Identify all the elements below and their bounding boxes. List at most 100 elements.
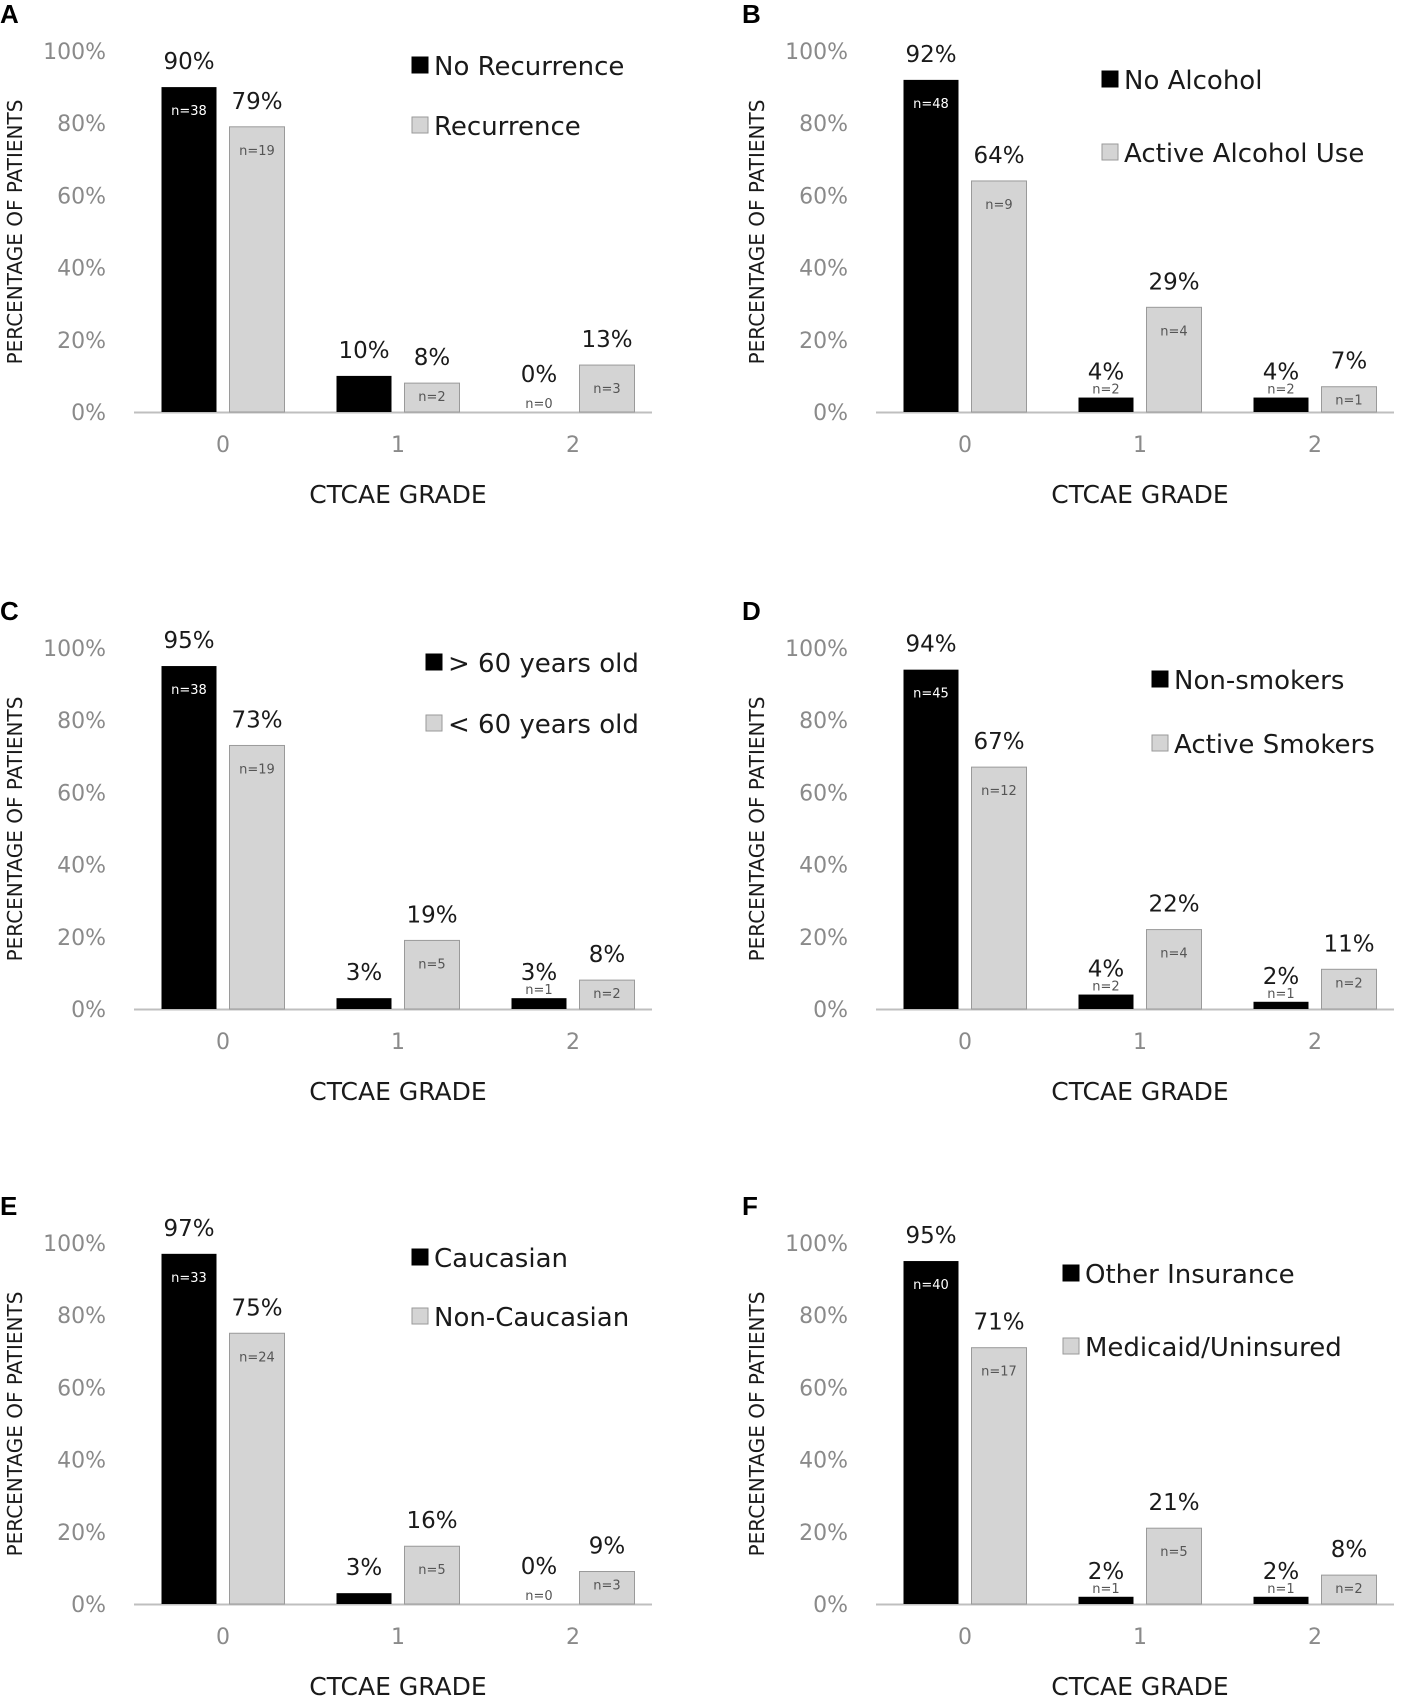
legend-label-series-0: Other Insurance bbox=[1085, 1260, 1295, 1290]
y-tick-label: 60% bbox=[799, 184, 848, 209]
legend-swatch-series-0 bbox=[1062, 1264, 1080, 1282]
data-label-series-0: 2% bbox=[1088, 1559, 1125, 1585]
y-tick-label: 60% bbox=[57, 1376, 106, 1401]
x-tick-label: 0 bbox=[958, 433, 972, 458]
bar-series-0 bbox=[1253, 1596, 1309, 1604]
y-tick-label: 40% bbox=[57, 854, 106, 879]
y-tick-label: 60% bbox=[799, 1376, 848, 1401]
x-tick-label: 0 bbox=[958, 1030, 972, 1055]
y-tick-label: 40% bbox=[799, 257, 848, 282]
bar-series-1 bbox=[404, 382, 460, 413]
n-label-series-0: n=1 bbox=[1267, 987, 1294, 1002]
y-tick-label: 0% bbox=[71, 401, 106, 426]
n-label-series-1: n=3 bbox=[593, 1579, 620, 1594]
y-tick-label: 80% bbox=[799, 1304, 848, 1329]
y-axis-title: PERCENTAGE OF PATIENTS bbox=[3, 1292, 27, 1557]
bar-series-1 bbox=[971, 1347, 1027, 1605]
x-axis-title: CTCAE GRADE bbox=[1051, 480, 1228, 509]
x-axis-title: CTCAE GRADE bbox=[309, 480, 486, 509]
y-tick-label: 40% bbox=[57, 1449, 106, 1474]
legend-swatch-series-0 bbox=[411, 1248, 429, 1266]
data-label-series-0: 4% bbox=[1263, 360, 1300, 386]
data-label-series-1: 73% bbox=[231, 707, 282, 733]
bar-series-0 bbox=[903, 1261, 959, 1604]
n-label-series-1: n=19 bbox=[239, 144, 275, 159]
legend-swatch-series-0 bbox=[411, 56, 429, 74]
data-label-series-0: 0% bbox=[521, 1554, 558, 1580]
bar-series-1 bbox=[579, 979, 635, 1010]
data-label-series-1: 22% bbox=[1148, 892, 1199, 918]
data-label-series-1: 79% bbox=[231, 89, 282, 115]
y-tick-label: 20% bbox=[799, 1521, 848, 1546]
data-label-series-0: 2% bbox=[1263, 1559, 1300, 1585]
n-label-series-0: n=33 bbox=[171, 1271, 207, 1286]
n-label-series-1: n=5 bbox=[418, 1563, 445, 1578]
legend-label-series-0: No Recurrence bbox=[434, 52, 624, 82]
bar-series-1 bbox=[229, 1332, 285, 1605]
x-tick-label: 1 bbox=[391, 433, 405, 458]
x-tick-label: 0 bbox=[216, 433, 230, 458]
n-label-series-0: n=2 bbox=[1092, 383, 1119, 398]
data-label-series-1: 75% bbox=[231, 1295, 282, 1321]
data-label-series-1: 21% bbox=[1148, 1490, 1199, 1516]
y-tick-label: 20% bbox=[799, 329, 848, 354]
data-label-series-0: 90% bbox=[163, 49, 214, 75]
y-tick-label: 0% bbox=[813, 401, 848, 426]
legend-label-series-0: Non-smokers bbox=[1174, 666, 1344, 696]
legend-swatch-series-1 bbox=[411, 1307, 429, 1325]
data-label-series-1: 8% bbox=[589, 942, 626, 968]
data-label-series-1: 71% bbox=[973, 1310, 1024, 1336]
n-label-series-1: n=5 bbox=[1160, 1545, 1187, 1560]
n-label-series-1: n=24 bbox=[239, 1350, 275, 1365]
n-label-series-0: n=40 bbox=[913, 1278, 949, 1293]
bar-series-0 bbox=[336, 375, 392, 412]
n-label-series-1: n=3 bbox=[593, 382, 620, 397]
data-label-series-0: 95% bbox=[163, 628, 214, 654]
legend-swatch-series-0 bbox=[1101, 70, 1119, 88]
n-label-series-0: n=38 bbox=[171, 683, 207, 698]
legend-label-series-1: < 60 years old bbox=[448, 710, 639, 740]
legend-label-series-1: Recurrence bbox=[434, 112, 581, 142]
y-tick-label: 0% bbox=[71, 1593, 106, 1618]
y-tick-label: 60% bbox=[799, 781, 848, 806]
y-tick-label: 0% bbox=[71, 998, 106, 1023]
n-label-series-1: n=17 bbox=[981, 1365, 1017, 1380]
bar-series-1 bbox=[229, 126, 285, 413]
y-tick-label: 40% bbox=[799, 1449, 848, 1474]
y-axis-title: PERCENTAGE OF PATIENTS bbox=[745, 100, 769, 365]
bar-series-0 bbox=[903, 79, 959, 412]
panel-C: C PERCENTAGE OF PATIENTS 0% 20% 40% 60% 80% 100… bbox=[0, 596, 652, 1106]
bar-series-1 bbox=[1146, 1527, 1202, 1605]
bar-series-1 bbox=[1321, 1574, 1377, 1605]
x-axis-title: CTCAE GRADE bbox=[309, 1672, 486, 1696]
y-tick-label: 20% bbox=[57, 329, 106, 354]
y-tick-label: 20% bbox=[799, 926, 848, 951]
legend-label-series-0: Caucasian bbox=[434, 1244, 568, 1274]
bar-series-0 bbox=[1253, 1001, 1309, 1009]
bar-series-1 bbox=[1321, 968, 1377, 1010]
panel-D: D PERCENTAGE OF PATIENTS 0% 20% 40% 60% 80% 100… bbox=[742, 596, 1394, 1106]
bar-series-1 bbox=[1146, 929, 1202, 1010]
x-tick-label: 1 bbox=[391, 1625, 405, 1650]
panel-F: F PERCENTAGE OF PATIENTS 0% 20% 40% 60% 80% 100… bbox=[742, 1191, 1394, 1696]
bar-series-0 bbox=[511, 998, 567, 1009]
data-label-series-0: 92% bbox=[905, 42, 956, 68]
data-label-series-0: 3% bbox=[346, 960, 383, 986]
y-tick-label: 0% bbox=[813, 1593, 848, 1618]
n-label-series-1: n=5 bbox=[418, 957, 445, 972]
n-label-series-0: n=1 bbox=[1267, 1582, 1294, 1597]
data-label-series-0: 4% bbox=[1088, 957, 1125, 983]
panel-letter: E bbox=[0, 1191, 17, 1221]
data-label-series-1: 29% bbox=[1148, 269, 1199, 295]
x-tick-label: 0 bbox=[958, 1625, 972, 1650]
y-tick-label: 80% bbox=[799, 112, 848, 137]
y-tick-label: 20% bbox=[57, 926, 106, 951]
y-axis-title: PERCENTAGE OF PATIENTS bbox=[3, 697, 27, 962]
y-tick-label: 40% bbox=[57, 257, 106, 282]
bar-series-0 bbox=[161, 1253, 217, 1604]
bar-series-0 bbox=[1253, 397, 1309, 412]
n-label-series-0: n=48 bbox=[913, 97, 949, 112]
bar-series-1 bbox=[971, 766, 1027, 1010]
